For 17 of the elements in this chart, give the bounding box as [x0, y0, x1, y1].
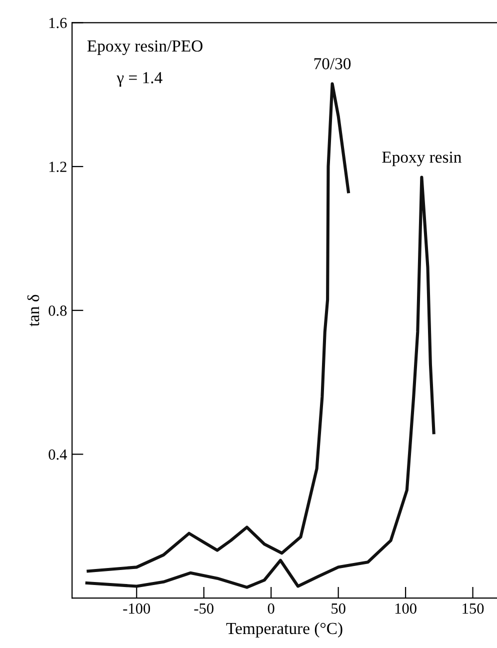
- x-axis-title: Temperature (°C): [226, 622, 342, 638]
- y-tick-label: 0.4: [48, 449, 67, 460]
- y-axis-title: tan δ: [27, 294, 40, 326]
- y-tick-label: 1.6: [49, 18, 67, 28]
- annotation: Epoxy resin/PEO: [87, 40, 202, 56]
- y-tick-label: 0.8: [48, 306, 67, 316]
- series-label: 70/30: [314, 58, 351, 70]
- x-tick-label: -100: [123, 603, 150, 614]
- x-tick-label: 100: [395, 603, 416, 614]
- annotation: γ = 1.4: [116, 72, 162, 87]
- x-tick-label: -50: [194, 603, 214, 614]
- x-tick-label: 50: [332, 603, 346, 614]
- line-series: [85, 176, 436, 589]
- y-tick-label: 1.2: [49, 162, 66, 172]
- x-tick-label: 150: [462, 603, 484, 614]
- x-tick-label: 0: [268, 603, 274, 614]
- series-label: Epoxy resin: [382, 152, 462, 166]
